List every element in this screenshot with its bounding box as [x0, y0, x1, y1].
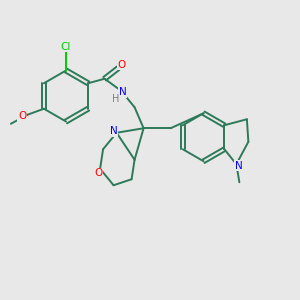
Text: N: N	[110, 126, 118, 136]
Text: N: N	[119, 87, 127, 97]
Text: Cl: Cl	[61, 41, 71, 52]
Text: H: H	[112, 94, 119, 104]
Text: O: O	[118, 60, 126, 70]
Text: N: N	[235, 161, 243, 171]
Text: O: O	[18, 111, 26, 121]
Text: O: O	[94, 168, 103, 178]
